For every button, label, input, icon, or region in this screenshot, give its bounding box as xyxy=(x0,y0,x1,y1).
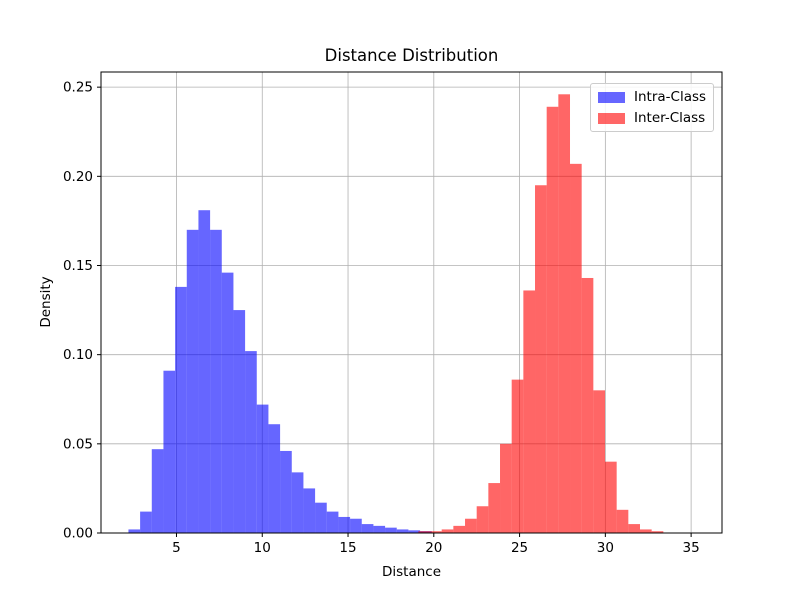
hist-bar xyxy=(245,351,257,533)
hist-bar xyxy=(315,502,327,533)
hist-bar xyxy=(640,529,652,533)
x-axis-label: Distance xyxy=(381,564,442,580)
hist-bar xyxy=(651,531,664,533)
histogram-series-intra-class xyxy=(128,210,432,534)
hist-bar xyxy=(268,424,281,533)
hist-bar xyxy=(256,404,269,533)
y-tick-label: 0.05 xyxy=(63,436,93,452)
hist-bar xyxy=(361,524,374,533)
hist-bar xyxy=(385,527,397,533)
hist-bar xyxy=(500,443,512,533)
hist-bar xyxy=(558,94,571,534)
hist-bar xyxy=(210,229,222,533)
legend: Intra-Class Inter-Class xyxy=(590,83,714,132)
hist-bar xyxy=(453,525,466,533)
hist-bar xyxy=(280,450,292,533)
intra-class-swatch xyxy=(598,91,625,103)
y-tick-label: 0.10 xyxy=(63,347,93,363)
hist-bar xyxy=(476,506,489,533)
x-tick-label: 30 xyxy=(597,540,614,556)
hist-bar xyxy=(465,518,477,533)
x-tick-label: 10 xyxy=(254,540,271,556)
x-tick-label: 5 xyxy=(172,540,181,556)
hist-bar xyxy=(151,449,164,533)
hist-bar xyxy=(605,461,617,533)
y-tick-label: 0.00 xyxy=(63,526,93,542)
hist-bar xyxy=(628,524,641,533)
hist-bar xyxy=(570,163,582,533)
legend-label-inter-class: Inter-Class xyxy=(634,110,706,126)
hist-bar xyxy=(488,483,501,533)
y-tick-label: 0.25 xyxy=(63,80,93,96)
hist-bar xyxy=(396,529,409,533)
hist-bar xyxy=(441,529,454,533)
hist-bar xyxy=(175,286,187,533)
hist-bar xyxy=(163,370,176,533)
hist-bar xyxy=(326,511,339,533)
histogram-series-inter-class xyxy=(418,94,664,534)
legend-item-inter-class: Inter-Class xyxy=(598,110,705,126)
chart-title: Distance Distribution xyxy=(324,46,499,65)
x-tick-label: 15 xyxy=(339,540,356,556)
hist-bar xyxy=(430,531,442,533)
hist-bar xyxy=(233,310,246,533)
hist-bar xyxy=(523,290,536,533)
legend-label-intra-class: Intra-Class xyxy=(634,89,707,105)
legend-item-intra-class: Intra-Class xyxy=(598,89,707,105)
hist-bar xyxy=(128,529,141,533)
x-tick-label: 20 xyxy=(425,540,442,556)
hist-bar xyxy=(511,379,524,533)
hist-bar xyxy=(350,518,362,533)
hist-bar xyxy=(338,516,351,533)
hist-bar xyxy=(303,488,316,533)
hist-bar xyxy=(535,185,547,533)
hist-bar xyxy=(616,509,629,533)
hist-bar xyxy=(373,525,386,533)
axes-spines xyxy=(100,71,723,534)
x-tick-label: 25 xyxy=(511,540,528,556)
x-tick-label: 35 xyxy=(683,540,700,556)
hist-bar xyxy=(186,229,199,533)
y-tick-label: 0.15 xyxy=(63,258,93,274)
y-tick-label: 0.20 xyxy=(63,169,93,185)
y-axis-label: Density xyxy=(38,276,54,328)
hist-bar xyxy=(593,390,606,533)
hist-bar xyxy=(546,106,559,533)
inter-class-swatch xyxy=(598,112,625,124)
hist-bar xyxy=(291,472,304,533)
hist-bar xyxy=(408,530,421,533)
hist-bar xyxy=(418,531,431,533)
hist-bar xyxy=(581,277,594,533)
hist-bar xyxy=(140,511,152,533)
hist-bar xyxy=(221,272,234,533)
hist-bar xyxy=(198,210,211,534)
